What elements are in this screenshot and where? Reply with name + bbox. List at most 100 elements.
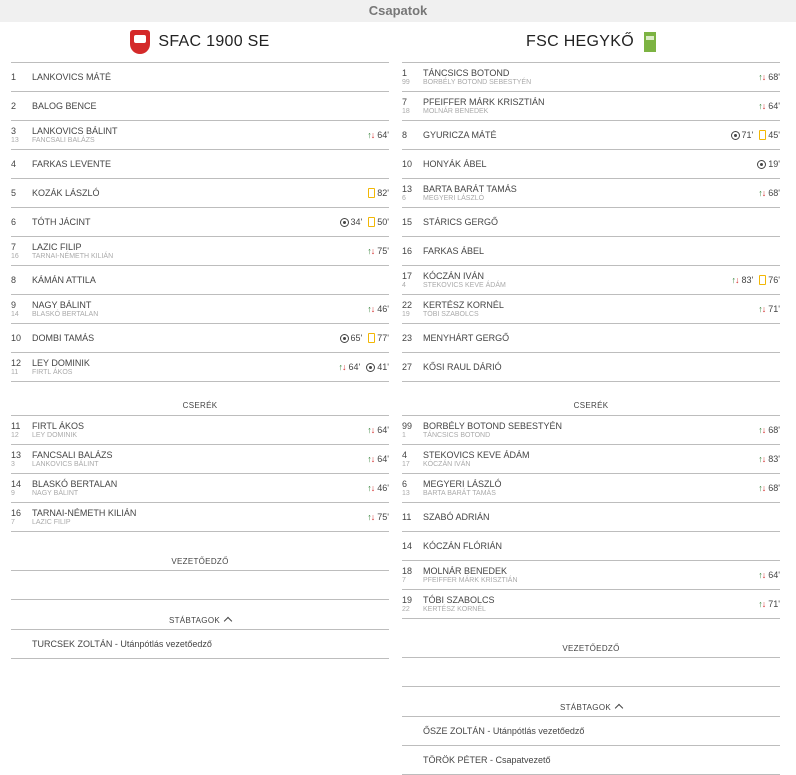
event-time: 75': [377, 512, 389, 522]
player-events: ↑ ↓ 64': [361, 424, 389, 436]
replaced-player-name: TÁNCSICS BOTOND: [423, 432, 491, 439]
player-row[interactable]: 16 TARNAI-NÉMETH KILIÁN 7 LAZIC FILIP ↑ ↓ 75': [11, 503, 389, 532]
yellow-card-icon: [759, 130, 767, 140]
event-time: 46': [377, 483, 389, 493]
away-coach-section: [402, 657, 780, 687]
player-row[interactable]: 13 FANCSALI BALÁZS 3 LANKOVICS BÁLINT ↑ ↓ 64': [11, 445, 389, 474]
player-row[interactable]: 4 STEKOVICS KEVE ÁDÁM 17 KÓCZÁN IVÁN ↑ ↓ 83': [402, 445, 780, 474]
replaced-player-number: 12: [11, 432, 19, 439]
replaced-player-number: 11: [11, 369, 19, 376]
player-row[interactable]: 14 KÓCZÁN FLÓRIÁN: [402, 532, 780, 561]
player-events: ↑ ↓ 71': [752, 303, 780, 315]
player-events: 65' 77': [334, 332, 389, 344]
player-row[interactable]: 11 FIRTL ÁKOS 12 LEY DOMINIK ↑ ↓ 64': [11, 416, 389, 445]
player-number: 18: [402, 566, 413, 576]
event-sub: ↑ ↓ 64': [758, 570, 780, 580]
player-row[interactable]: 3 LANKOVICS BÁLINT 13 FANCSALI BALÁZS ↑ ↓ 64': [11, 121, 389, 150]
staff-entry: TÖRÖK PÉTER - Csapatvezető: [423, 755, 551, 765]
player-row[interactable]: 15 STÁRICS GERGŐ: [402, 208, 780, 237]
away-starters-list: 1 TÁNCSICS BOTOND 99 BORBÉLY BOTOND SEBESTY…: [402, 62, 780, 382]
player-row[interactable]: 6 MEGYERI LÁSZLÓ 13 BARTA BARÁT TAMÁS ↑ ↓ 68': [402, 474, 780, 503]
replaced-player-name: STEKOVICS KEVE ÁDÁM: [423, 282, 506, 289]
player-row[interactable]: 10 HONYÁK ÁBEL 19': [402, 150, 780, 179]
replaced-player-number: 7: [11, 519, 15, 526]
player-row[interactable]: 8 GYURICZA MÁTÉ 71' 45': [402, 121, 780, 150]
player-number: 14: [402, 541, 413, 551]
event-time: 68': [768, 188, 780, 198]
player-number: 11: [402, 512, 412, 522]
goal-ball-icon: [757, 159, 767, 169]
sub-out-arrow-icon: ↓: [370, 511, 376, 522]
substitution-icon: ↑ ↓: [758, 424, 767, 435]
event-time: 68': [768, 72, 780, 82]
player-row[interactable]: 22 KERTÉSZ KORNÉL 19 TÓBI SZABOLCS ↑ ↓ 71': [402, 295, 780, 324]
event-goal: 19': [757, 159, 780, 169]
player-name: LEY DOMINIK: [32, 358, 90, 368]
event-sub: ↑ ↓ 83': [758, 454, 780, 464]
sub-out-arrow-icon: ↓: [761, 569, 767, 580]
replaced-player-name: TÓBI SZABOLCS: [423, 311, 479, 318]
player-name: GYURICZA MÁTÉ: [423, 130, 497, 140]
away-staff-heading[interactable]: STÁBTAGOK: [402, 687, 780, 716]
player-number: 19: [402, 595, 413, 605]
player-events: ↑ ↓ 68': [752, 187, 780, 199]
home-staff-heading[interactable]: STÁBTAGOK: [11, 600, 389, 629]
player-number: 99: [402, 421, 413, 431]
event-time: 64': [768, 101, 780, 111]
sub-in-arrow-icon: ↑: [758, 71, 763, 82]
player-row[interactable]: 19 TÓBI SZABOLCS 22 KERTÉSZ KORNÉL ↑ ↓ 71': [402, 590, 780, 619]
player-row[interactable]: 2 BALOG BENCE: [11, 92, 389, 121]
substitution-icon: ↑ ↓: [758, 71, 766, 82]
player-row[interactable]: 13 BARTA BARÁT TAMÁS 6 MEGYERI LÁSZLÓ ↑ ↓ 68': [402, 179, 780, 208]
player-number: 27: [402, 362, 413, 372]
sub-out-arrow-icon: ↓: [761, 303, 767, 314]
collapse-caret-icon[interactable]: [614, 703, 624, 713]
home-team-name: SFAC 1900 SE: [158, 33, 270, 50]
player-name: SZABÓ ADRIÁN: [423, 512, 490, 522]
player-row[interactable]: 4 FARKAS LEVENTE: [11, 150, 389, 179]
player-row[interactable]: 6 TÓTH JÁCINT 34' 50': [11, 208, 389, 237]
player-row[interactable]: 7 PFEIFFER MÁRK KRISZTIÁN 18 MOLNÁR BENEDEK…: [402, 92, 780, 121]
player-row[interactable]: 27 KŐSI RAUL DÁRIÓ: [402, 353, 780, 382]
collapse-caret-icon[interactable]: [223, 616, 233, 626]
player-name: FIRTL ÁKOS: [32, 421, 85, 431]
sub-out-arrow-icon: ↓: [761, 424, 767, 435]
player-row[interactable]: 17 KÓCZÁN IVÁN 4 STEKOVICS KEVE ÁDÁM ↑ ↓ 83' 76…: [402, 266, 780, 295]
player-number: 8: [402, 130, 408, 140]
player-row[interactable]: 23 MENYHÁRT GERGŐ: [402, 324, 780, 353]
player-number: 12: [11, 358, 22, 368]
player-events: ↑ ↓ 64': [361, 129, 389, 141]
event-time: 34': [350, 217, 363, 227]
player-row[interactable]: 10 DOMBI TAMÁS 65' 77': [11, 324, 389, 353]
player-row[interactable]: 7 LAZIC FILIP 16 TARNAI-NÉMETH KILIÁN ↑ ↓ 75': [11, 237, 389, 266]
sub-out-arrow-icon: ↓: [761, 453, 767, 464]
staff-name: TURCSEK ZOLTÁN: [32, 639, 113, 649]
event-sub: ↑ ↓ 68': [758, 72, 780, 82]
player-row[interactable]: 1 LANKOVICS MÁTÉ: [11, 63, 389, 92]
player-row[interactable]: 18 MOLNÁR BENEDEK 7 PFEIFFER MÁRK KRISZTIÁN…: [402, 561, 780, 590]
event-time: 71': [741, 130, 754, 140]
player-name: MENYHÁRT GERGŐ: [423, 333, 510, 343]
player-name: KŐSI RAUL DÁRIÓ: [423, 362, 502, 372]
player-row[interactable]: 12 LEY DOMINIK 11 FIRTL ÁKOS ↑ ↓ 64' 41': [11, 353, 389, 382]
player-number: 2: [11, 101, 17, 111]
player-name: FANCSALI BALÁZS: [32, 450, 113, 460]
player-row[interactable]: 5 KOZÁK LÁSZLÓ 82': [11, 179, 389, 208]
sub-out-arrow-icon: ↓: [761, 482, 767, 493]
substitution-icon: ↑ ↓: [367, 511, 376, 522]
player-row[interactable]: 8 KÁMÁN ATTILA: [11, 266, 389, 295]
player-events: ↑ ↓ 75': [361, 245, 389, 257]
player-row[interactable]: 11 SZABÓ ADRIÁN: [402, 503, 780, 532]
player-number: 22: [402, 300, 413, 310]
player-row[interactable]: 14 BLASKÓ BERTALAN 9 NAGY BÁLINT ↑ ↓ 46': [11, 474, 389, 503]
player-row[interactable]: 99 BORBÉLY BOTOND SEBESTYÉN 1 TÁNCSICS BOTO…: [402, 416, 780, 445]
away-team-name: FSC HEGYKŐ: [526, 33, 634, 50]
event-sub: ↑ ↓ 64': [367, 454, 389, 464]
staff-role: Utánpótlás vezetőedző: [492, 726, 585, 736]
player-row[interactable]: 16 FARKAS ÁBEL: [402, 237, 780, 266]
sub-in-arrow-icon: ↑: [758, 598, 763, 609]
player-row[interactable]: 1 TÁNCSICS BOTOND 99 BORBÉLY BOTOND SEBESTY…: [402, 63, 780, 92]
replaced-player-name: KERTÉSZ KORNÉL: [423, 606, 486, 613]
player-events: ↑ ↓ 46': [361, 482, 389, 494]
player-row[interactable]: 9 NAGY BÁLINT 14 BLASKÓ BERTALAN ↑ ↓ 46': [11, 295, 389, 324]
